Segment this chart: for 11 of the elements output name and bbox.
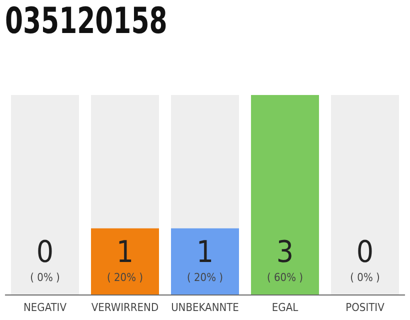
x-tick-label: POSITIV	[346, 300, 385, 314]
x-tick-label: NEGATIV	[24, 300, 67, 314]
x-tick-label: VERWIRREND	[91, 300, 159, 314]
data-label: 1 ( 20% )	[186, 235, 224, 284]
data-label: 0 ( 0% )	[350, 235, 380, 284]
data-label: 1 ( 20% )	[106, 235, 144, 284]
chart-title: 035120158	[5, 0, 168, 44]
data-label: 0 ( 0% )	[30, 235, 60, 284]
x-tick-label: UNBEKANNTE	[171, 300, 239, 314]
x-tick-label: EGAL	[272, 300, 299, 314]
data-label: 3 ( 60% )	[266, 235, 304, 284]
